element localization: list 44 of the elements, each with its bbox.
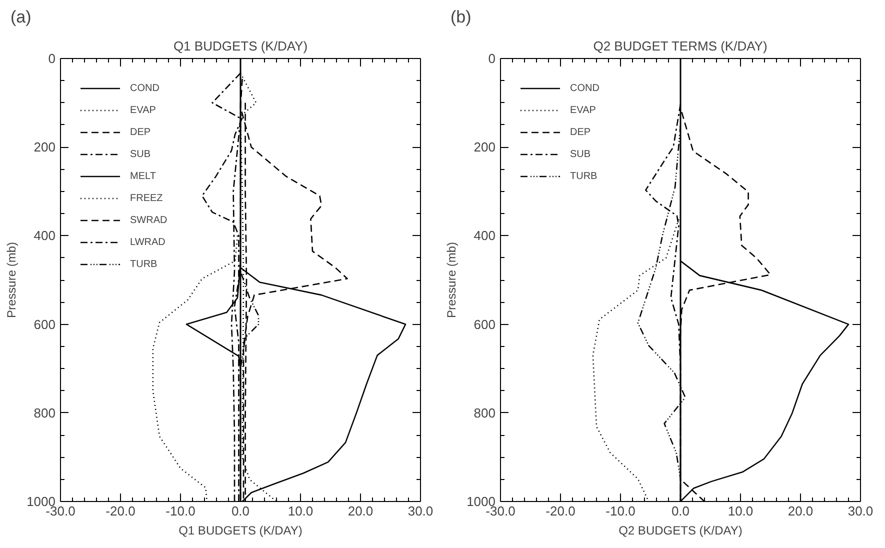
text: (a)	[10, 8, 32, 26]
legend-label: DEP	[130, 126, 151, 139]
legend-label: SWRAD	[130, 214, 168, 227]
chart-title: Q1 BUDGETS (K/DAY)	[173, 38, 308, 54]
legend-label: COND	[570, 82, 600, 95]
y-axis-title: Pressure (mb)	[4, 242, 19, 318]
legend-label: LWRAD	[130, 236, 166, 249]
y-tick-label: 400	[34, 228, 56, 244]
x-tick-label: 20.0	[348, 504, 374, 518]
legend-label: TURB	[130, 258, 158, 271]
x-axis-title: Q1 BUDGETS (K/DAY)	[178, 524, 302, 538]
y-tick-label: 200	[474, 140, 496, 155]
x-tick-label: 0.0	[231, 504, 250, 518]
x-tick-label: 0.0	[671, 504, 690, 518]
y-tick-label: 800	[474, 405, 496, 420]
y-tick-label: 600	[474, 316, 496, 332]
x-tick-label: -10.0	[606, 504, 636, 518]
y-tick-label: 800	[34, 405, 56, 420]
x-tick-label: 20.0	[788, 504, 814, 518]
x-tick-label: -20.0	[546, 504, 576, 518]
x-tick-label: 10.0	[728, 504, 754, 518]
legend-label: TURB	[570, 170, 598, 183]
legend-label: SUB	[570, 148, 591, 161]
y-axis-title: Pressure (mb)	[444, 242, 459, 318]
text: (b)	[450, 8, 472, 26]
x-tick-label: 10.0	[288, 504, 314, 518]
legend-label: SUB	[130, 148, 151, 161]
x-tick-label: 30.0	[848, 504, 874, 518]
x-axis-title: Q2 BUDGETS (K/DAY)	[618, 524, 742, 538]
y-tick-label: 0	[488, 51, 496, 66]
legend-label: EVAP	[130, 104, 156, 117]
y-tick-label: 0	[48, 51, 56, 66]
legend-label: EVAP	[570, 104, 596, 117]
legend-label: MELT	[130, 170, 156, 183]
chart-title: Q2 BUDGET TERMS (K/DAY)	[593, 38, 768, 54]
y-tick-label: 200	[34, 140, 56, 155]
x-tick-label: -20.0	[106, 504, 136, 518]
legend-label: COND	[130, 82, 160, 95]
x-tick-label: -10.0	[166, 504, 196, 518]
legend-label: FREEZ	[130, 192, 163, 205]
legend-label: DEP	[570, 126, 591, 139]
y-tick-label: 600	[34, 316, 56, 332]
y-tick-label: 400	[474, 228, 496, 244]
x-tick-label: 30.0	[408, 504, 434, 518]
